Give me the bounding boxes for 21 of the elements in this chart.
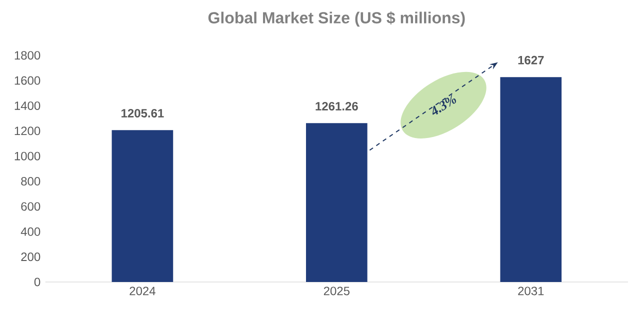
data-label: 1205.61 xyxy=(122,108,164,118)
y-tick-label: 800 xyxy=(21,177,40,186)
y-tick-label: 1200 xyxy=(14,126,40,136)
data-label: 1261.26 xyxy=(316,102,358,110)
y-tick-label: 1600 xyxy=(14,76,40,85)
y-tick-label: 1000 xyxy=(14,152,40,160)
bar xyxy=(112,130,174,282)
data-label: 1627 xyxy=(518,56,544,64)
y-tick-label: 200 xyxy=(21,252,40,262)
x-tick-label: 2024 xyxy=(130,286,156,296)
x-tick-label: 2025 xyxy=(324,286,350,296)
x-tick-label: 2031 xyxy=(518,286,544,296)
bar xyxy=(306,123,368,282)
y-tick-label: 0 xyxy=(34,278,40,286)
chart-title: Global Market Size (US $ millions) xyxy=(208,11,465,27)
y-tick-label: 1400 xyxy=(14,101,40,110)
y-tick-label: 600 xyxy=(21,202,40,211)
bar xyxy=(500,77,562,282)
annotation: 4.3% xyxy=(432,94,456,115)
y-tick-label: 400 xyxy=(20,227,40,236)
y-tick-label: 1800 xyxy=(14,51,40,60)
